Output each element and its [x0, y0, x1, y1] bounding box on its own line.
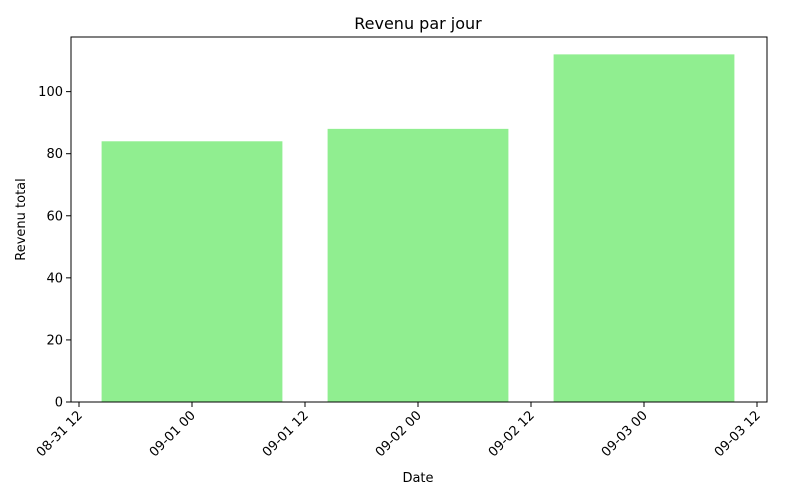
bar — [101, 141, 283, 403]
x-tick-label: 09-01 12 — [260, 408, 312, 460]
bar — [553, 54, 735, 402]
bar — [327, 128, 509, 403]
x-tick-label: 09-03 00 — [599, 408, 651, 460]
y-tick-label: 80 — [46, 147, 63, 162]
y-tick-label: 20 — [46, 333, 63, 348]
plot-frame — [70, 36, 768, 403]
y-tick-label: 40 — [46, 271, 63, 286]
bars-group — [101, 54, 735, 403]
x-axis: 08-31 12 09-01 00 09-01 12 09-02 00 09-02 12… — [34, 402, 764, 460]
x-tick-label: 09-03 12 — [712, 408, 764, 460]
chart-title: Revenu par jour — [354, 14, 482, 33]
y-tick-label: 100 — [38, 85, 63, 100]
x-axis-label: Date — [402, 471, 433, 486]
x-tick-label: 09-02 00 — [373, 408, 425, 460]
x-tick-label: 09-02 12 — [486, 408, 538, 460]
y-axis: 0 20 40 60 80 100 — [38, 85, 71, 411]
x-tick-label: 09-01 00 — [147, 408, 199, 460]
y-tick-label: 0 — [55, 396, 63, 411]
y-axis-label: Revenu total — [14, 178, 29, 260]
x-tick-label: 08-31 12 — [34, 408, 86, 460]
y-tick-label: 60 — [46, 209, 63, 224]
